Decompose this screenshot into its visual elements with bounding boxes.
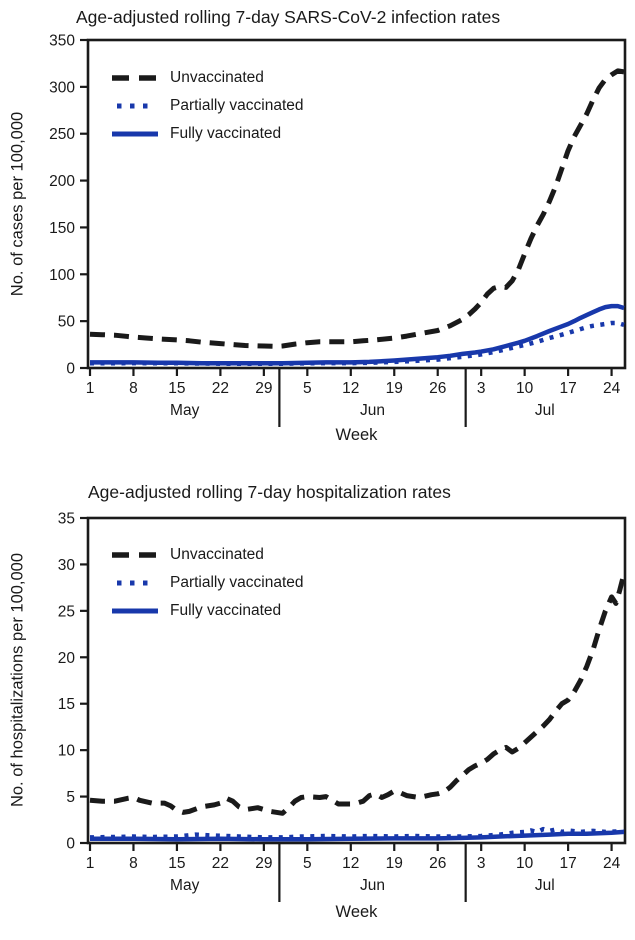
y-tick-label: 30 [58,557,76,574]
month-label: May [170,877,200,894]
x-tick-label: 10 [516,855,534,872]
x-tick-label: 29 [255,855,272,872]
series-line-unvaccinated [89,573,627,816]
x-tick-label: 22 [212,855,229,872]
plot-canvas: 0 50 100 150 200 250 300 350 1 8 15 22 29 5 12 19 26 3 10 1… [49,33,627,427]
month-label: May [170,402,200,419]
month-label: Jun [360,877,385,894]
legend-item-fully-vaccinated: Fully vaccinated [112,597,304,625]
legend-item-fully-vaccinated: Fully vaccinated [112,120,304,148]
infection-rates-chart: Age-adjusted rolling 7-day SARS-CoV-2 in… [9,7,627,444]
solid-line-icon [112,131,158,137]
dashed-line-icon [112,552,158,558]
plot-border [86,516,627,845]
month-label: Jul [535,877,555,894]
legend-label: Partially vaccinated [170,574,304,591]
y-tick-label: 150 [49,220,75,237]
x-tick-label: 15 [168,855,185,872]
x-tick-label: 19 [386,855,403,872]
x-tick-label: 5 [303,380,312,397]
legend-item-unvaccinated: Unvaccinated [112,541,304,569]
x-tick-label: 19 [386,380,403,397]
month-label: Jul [535,402,555,419]
legend: Unvaccinated Partially vaccinated Fully … [112,64,304,148]
legend-item-unvaccinated: Unvaccinated [112,64,304,92]
x-tick-label: 24 [603,855,621,872]
hospitalization-rates-chart: Age-adjusted rolling 7-day hospitalizati… [0,470,635,940]
x-tick-label: 17 [559,855,576,872]
legend-label: Fully vaccinated [170,125,282,142]
x-axis-label: Week [335,426,378,444]
y-tick-label: 350 [49,33,75,50]
x-tick-label: 8 [129,855,138,872]
x-tick-label: 3 [477,380,486,397]
y-tick-label: 25 [58,603,75,620]
y-tick-label: 50 [58,314,76,331]
x-tick-label: 24 [603,380,621,397]
legend-item-partially-vaccinated: Partially vaccinated [112,92,304,120]
y-tick-label: 250 [49,126,75,143]
y-tick-label: 15 [58,696,75,713]
x-tick-label: 17 [559,380,576,397]
series-line-partially-vaccinated [89,826,625,840]
plot-border [86,38,627,370]
dotted-line-icon [117,103,155,109]
series-line-unvaccinated [89,68,625,349]
x-tick-label: 5 [303,855,312,872]
y-tick-label: 35 [58,511,75,528]
month-label: Jun [360,402,385,419]
dotted-line-icon [117,580,155,586]
series-line-fully-vaccinated [90,829,625,842]
chart-title: Age-adjusted rolling 7-day hospitalizati… [88,482,451,502]
x-tick-label: 15 [168,380,185,397]
series-line-partially-vaccinated [90,320,625,366]
plot-canvas: 0 5 10 15 20 25 30 35 1 8 15 22 29 5 12 19 26 3 10 17 24 May J… [58,511,627,902]
x-tick-label: 29 [255,380,272,397]
legend-label: Fully vaccinated [170,602,282,619]
x-tick-label: 12 [342,380,359,397]
legend-label: Unvaccinated [170,546,264,563]
x-tick-label: 1 [86,855,95,872]
x-tick-label: 12 [342,855,359,872]
y-tick-label: 10 [58,743,76,760]
legend: Unvaccinated Partially vaccinated Fully … [112,541,304,625]
y-tick-label: 300 [49,79,75,96]
legend-label: Partially vaccinated [170,97,304,114]
y-tick-label: 200 [49,173,75,190]
x-tick-label: 26 [429,855,446,872]
y-tick-label: 20 [58,650,76,667]
solid-line-icon [112,608,158,614]
x-tick-label: 8 [129,380,138,397]
y-tick-label: 0 [66,836,75,853]
x-tick-label: 1 [86,380,95,397]
x-tick-label: 26 [429,380,446,397]
y-tick-label: 5 [66,789,75,806]
y-tick-label: 100 [49,267,75,284]
series-line-fully-vaccinated [90,303,625,366]
x-tick-label: 22 [212,380,229,397]
x-tick-label: 3 [477,855,486,872]
y-tick-label: 0 [66,361,75,378]
dashed-line-icon [112,75,158,81]
legend-item-partially-vaccinated: Partially vaccinated [112,569,304,597]
x-axis-label: Week [335,903,378,921]
x-tick-label: 10 [516,380,534,397]
chart-title: Age-adjusted rolling 7-day SARS-CoV-2 in… [76,7,501,27]
legend-label: Unvaccinated [170,69,264,86]
